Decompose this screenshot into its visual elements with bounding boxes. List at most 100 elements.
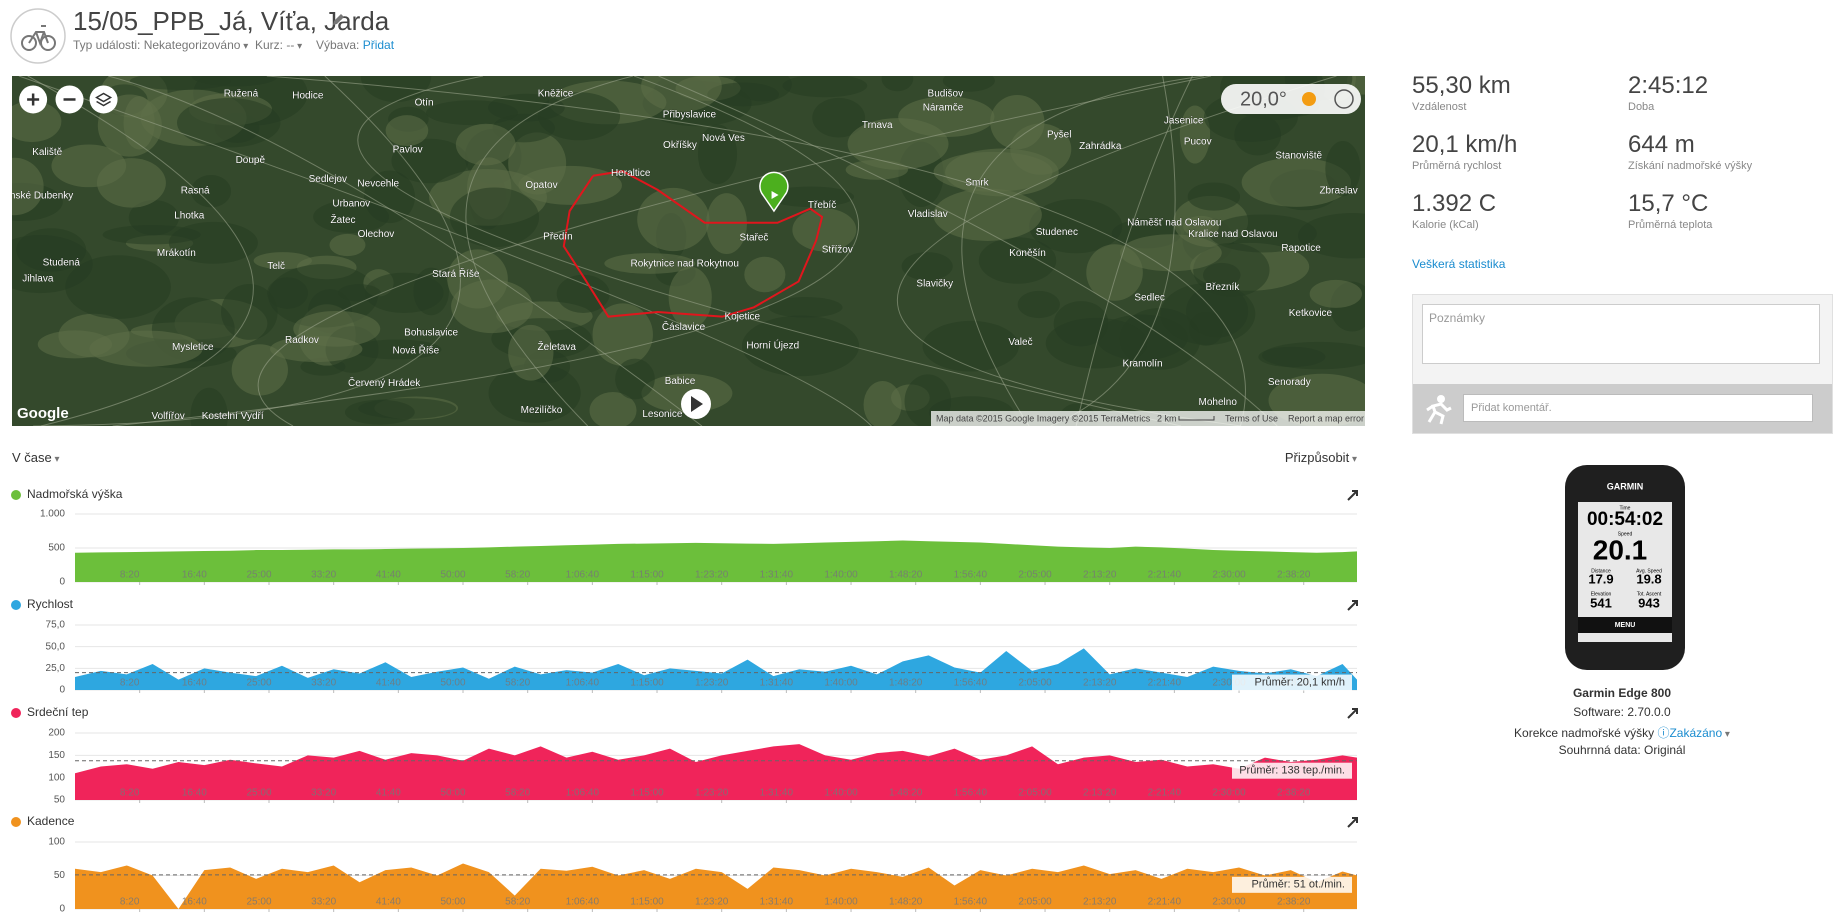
map-place: Senorady xyxy=(1268,377,1311,388)
correction-dropdown[interactable]: Zakázáno xyxy=(1669,726,1730,740)
map-place: Otín xyxy=(415,98,434,109)
map-place: Nová Ves xyxy=(702,133,745,144)
map-place: Studená xyxy=(43,257,81,268)
map-field xyxy=(881,76,914,92)
event-type: Typ události: Nekategorizováno xyxy=(73,38,248,52)
map-field xyxy=(1209,214,1317,253)
map-report[interactable]: Report a map error xyxy=(1288,413,1364,423)
y-tick-label: 1.000 xyxy=(40,509,65,520)
expand-icon[interactable] xyxy=(1347,708,1358,719)
map-field xyxy=(898,96,995,138)
map-place: Kněžice xyxy=(538,88,574,99)
map-field xyxy=(447,249,508,309)
x-tick-label: 41:40 xyxy=(376,897,401,908)
map-place: Sedlejov xyxy=(309,174,347,185)
map-place: Mrákotín xyxy=(157,248,196,259)
play-glyph xyxy=(691,396,703,412)
chart-title: Kadence xyxy=(27,814,75,828)
map-field xyxy=(1119,234,1222,272)
customize-dropdown[interactable]: Přizpůsobit xyxy=(1285,450,1357,465)
activity-icon xyxy=(10,8,66,64)
map-place: Heraltice xyxy=(611,168,651,179)
google-logo: Google xyxy=(17,405,69,422)
device-name: Garmin Edge 800 xyxy=(1572,686,1672,700)
map-place: Panské Dubenky xyxy=(12,190,73,201)
map-place: Vladislav xyxy=(908,209,948,220)
y-tick-label: 0 xyxy=(59,685,65,696)
y-tick-label: 200 xyxy=(48,728,65,739)
average-label: Průměr: 138 tep./min. xyxy=(1239,765,1345,777)
x-tick-label: 1:56:40 xyxy=(954,678,988,689)
x-tick-label: 2:05:00 xyxy=(1018,570,1052,581)
sun-icon xyxy=(1302,92,1316,106)
screen-text: Distance xyxy=(1591,568,1611,574)
help-icon[interactable]: ⓘ xyxy=(1657,726,1670,740)
x-tick-label: 16:40 xyxy=(182,788,207,799)
label: Kurz: xyxy=(255,38,284,52)
x-tick-label: 2:38:20 xyxy=(1277,897,1311,908)
weather-pill[interactable] xyxy=(1221,84,1361,114)
map-place: Koněšín xyxy=(1009,248,1046,259)
map-field xyxy=(1187,182,1241,211)
temperature: 20,0° xyxy=(1240,88,1287,110)
expand-icon[interactable] xyxy=(1347,600,1358,611)
x-tick-label: 8:20 xyxy=(120,788,140,799)
x-tick-label: 2:21:40 xyxy=(1148,570,1182,581)
map-field xyxy=(190,174,232,208)
map-place: Lhotka xyxy=(174,210,204,221)
add-gear-link[interactable]: Přidat xyxy=(362,38,395,52)
legend-dot xyxy=(11,490,21,500)
map-field xyxy=(1160,283,1256,345)
label: Výbava: xyxy=(316,38,360,52)
map-place: Budišov xyxy=(928,88,964,99)
x-tick-label: 1:23:20 xyxy=(695,788,729,799)
map-place: Telč xyxy=(267,261,285,272)
event-type-dropdown[interactable]: Nekategorizováno xyxy=(144,38,249,52)
x-tick-label: 2:21:40 xyxy=(1148,897,1182,908)
x-tick-label: 58:20 xyxy=(505,788,530,799)
map-field xyxy=(863,380,902,426)
stat-label: Průměrná rychlost xyxy=(1412,160,1502,172)
map-road xyxy=(33,76,461,426)
stat-value: 1.392 C xyxy=(1412,190,1497,217)
map-field xyxy=(901,252,953,281)
all-stats-link[interactable]: Veškerá statistika xyxy=(1412,257,1506,271)
comment-input[interactable]: Přidat komentář. xyxy=(1463,394,1813,422)
view-dropdown[interactable]: V čase xyxy=(12,450,60,465)
layers-button[interactable] xyxy=(89,85,118,114)
map-terms[interactable]: Terms of Use xyxy=(1225,413,1278,423)
map[interactable]: Ružená Hodice Otín Kněžice Přibyslavice Trnav… xyxy=(12,76,1365,426)
map-place: Pavlov xyxy=(393,145,423,156)
map-field xyxy=(253,252,312,270)
stat-value: 55,30 km xyxy=(1412,72,1511,99)
map-field xyxy=(129,76,231,90)
x-tick-label: 33:20 xyxy=(311,678,336,689)
map-field xyxy=(16,228,87,272)
x-tick-label: 2:05:00 xyxy=(1018,897,1052,908)
x-tick-label: 1:48:20 xyxy=(889,788,923,799)
course-dropdown[interactable]: -- xyxy=(286,38,302,52)
map-road xyxy=(266,76,1246,426)
x-tick-label: 8:20 xyxy=(120,570,140,581)
map-field xyxy=(51,144,127,188)
y-tick-label: 100 xyxy=(48,772,65,783)
route xyxy=(562,170,824,318)
y-tick-label: 150 xyxy=(48,750,65,761)
screen-text: 943 xyxy=(1638,595,1660,610)
notes-input[interactable]: Poznámky xyxy=(1422,304,1820,364)
map-place: Pucov xyxy=(1184,136,1212,147)
map-place: Babice xyxy=(665,376,696,387)
x-tick-label: 33:20 xyxy=(311,788,336,799)
elevation-correction: Korekce nadmořské výšky ⓘZakázáno xyxy=(1422,724,1822,741)
area xyxy=(75,744,1357,800)
x-tick-label: 1:15:00 xyxy=(630,897,664,908)
edit-icon[interactable] xyxy=(330,12,346,28)
map-field xyxy=(449,187,539,248)
x-tick-label: 1:56:40 xyxy=(954,897,988,908)
y-tick-label: 0 xyxy=(59,904,65,915)
map-field xyxy=(637,187,710,252)
expand-icon[interactable] xyxy=(1347,490,1358,501)
map-field xyxy=(12,100,62,143)
map-field xyxy=(589,392,637,426)
expand-icon[interactable] xyxy=(1347,817,1358,828)
